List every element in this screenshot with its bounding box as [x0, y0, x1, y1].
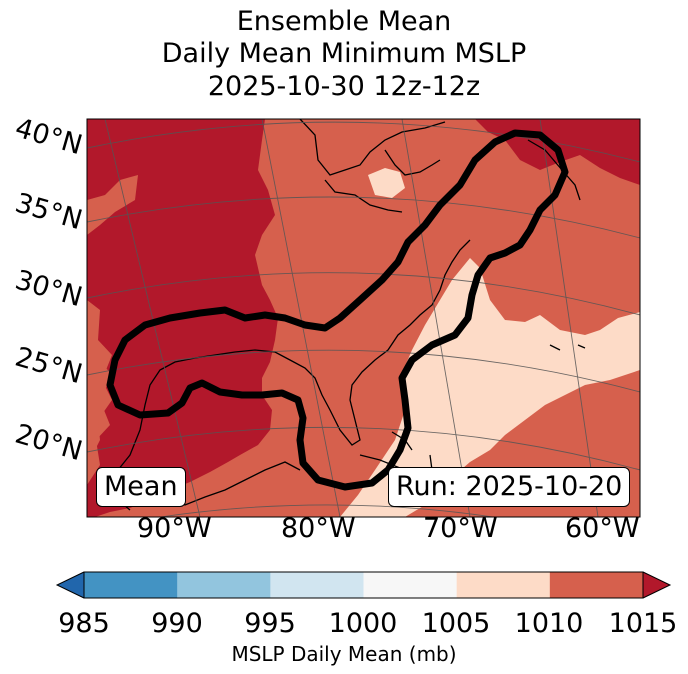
colorbar-segment-990	[177, 572, 271, 598]
colorbar-segment-1005	[456, 572, 551, 598]
lon-label-60: 60°W	[565, 513, 640, 544]
colorbar-left-tip-outline	[55, 571, 85, 599]
colorbar-segment-1010	[549, 572, 644, 598]
colorbar-tick-1005: 1005	[421, 608, 491, 639]
colorbar	[55, 571, 672, 599]
colorbar-tick-990: 990	[151, 608, 203, 639]
graticule	[87, 119, 640, 517]
map	[86, 118, 641, 518]
map-frame	[86, 118, 641, 518]
mslp-region-1010-west-patch	[87, 175, 138, 235]
mslp-region-1005-lakes	[368, 168, 405, 198]
lon-label-80: 80°W	[281, 513, 356, 544]
lon-label-90: 90°W	[137, 513, 212, 544]
colorbar-right-tip-outline	[642, 571, 672, 599]
colorbar-segment-985	[84, 572, 178, 598]
colorbar-tick-995: 995	[244, 608, 296, 639]
colorbar-tick-985: 985	[58, 608, 110, 639]
colorbar-extend-high	[643, 572, 670, 598]
title-line-2: Daily Mean Minimum MSLP	[161, 38, 527, 69]
mean-box: Mean	[96, 467, 186, 507]
mslp-region-1010-sw-patch	[87, 300, 112, 470]
colorbar-tick-1015: 1015	[608, 608, 678, 639]
mslp-region-1005-atlantic	[340, 258, 640, 517]
colorbar-segment-995	[270, 572, 364, 598]
colorbar-frame	[83, 571, 644, 599]
run-date-box: Run: 2025-10-20	[388, 467, 631, 507]
colorbar-tick-1000: 1000	[328, 608, 398, 639]
colorbar-extend-low	[57, 572, 84, 598]
contour-outline	[106, 129, 569, 491]
colorbar-label: MSLP Daily Mean (mb)	[231, 642, 457, 666]
map-field	[87, 119, 640, 517]
colorbar-tick-1010: 1010	[514, 608, 584, 639]
title-line-1: Ensemble Mean	[236, 6, 452, 37]
colorbar-segment-1000	[363, 572, 458, 598]
lon-label-70: 70°W	[423, 513, 498, 544]
title-line-3: 2025-10-30 12z-12z	[207, 71, 481, 102]
